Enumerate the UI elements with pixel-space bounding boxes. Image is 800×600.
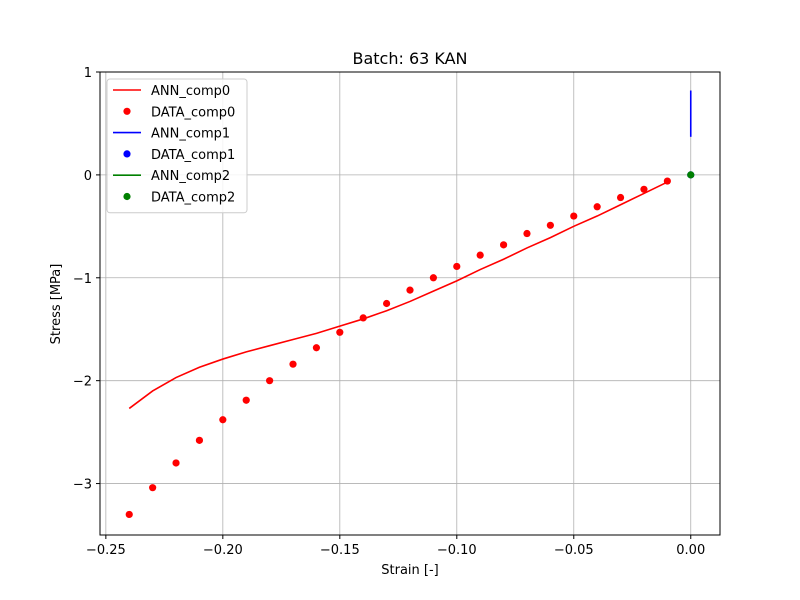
x-tick-label: 0.00 [676,543,705,558]
data-point-data-comp0 [663,177,671,185]
legend-swatch-data-comp0 [123,107,131,115]
legend-label-data-comp0: DATA_comp0 [151,105,235,120]
data-point-data-comp0 [429,274,437,282]
data-point-data-comp0 [593,203,601,211]
data-point-data-comp0 [219,416,227,424]
data-point-data-comp0 [149,484,157,492]
x-axis-label: Strain [-] [381,563,438,578]
y-axis-label: Stress [MPa] [49,264,64,345]
data-point-data-comp0 [289,360,297,368]
x-axis: −0.25 −0.20 −0.15 −0.10 −0.05 0.00 [86,535,705,558]
data-point-data-comp2 [687,171,695,179]
data-point-data-comp0 [172,459,180,467]
plot-series [125,90,695,519]
data-point-data-comp0 [266,377,274,385]
legend-label-data-comp1: DATA_comp1 [151,148,235,163]
y-tick-label: −3 [73,478,92,493]
data-point-data-comp0 [406,286,414,294]
data-point-data-comp0 [359,314,367,322]
legend-label-ann-comp2: ANN_comp2 [151,169,230,184]
legend: ANN_comp0 DATA_comp0 ANN_comp1 DATA_comp1 AN… [106,78,248,214]
data-point-data-comp0 [546,221,554,229]
data-point-data-comp0 [453,262,461,271]
x-tick-label: −0.20 [203,543,243,558]
y-tick-label: 1 [84,66,92,81]
data-point-data-comp0 [616,193,625,202]
x-tick-label: −0.10 [437,543,477,558]
data-point-data-comp0 [476,251,484,259]
y-tick-label: −2 [73,375,92,390]
y-tick-label: 0 [84,169,92,184]
plot-frame [99,71,721,536]
series-line-ann-comp0 [128,181,668,410]
data-point-data-comp0 [570,212,578,220]
y-tick-label: −1 [73,272,92,287]
legend-box [106,78,248,214]
legend-label-ann-comp1: ANN_comp1 [151,127,230,142]
data-point-data-comp0 [242,396,250,404]
data-point-data-comp0 [383,299,391,308]
data-point-data-comp0 [499,241,508,249]
legend-label-data-comp2: DATA_comp2 [151,191,235,206]
legend-swatch-data-comp2 [123,192,131,201]
data-point-data-comp0 [336,328,344,336]
x-tick-label: −0.15 [320,543,360,558]
chart-title: Batch: 63 KAN [352,49,467,68]
data-point-data-comp0 [523,229,531,238]
legend-swatch-data-comp1 [123,150,131,158]
legend-label-ann-comp0: ANN_comp0 [151,84,230,99]
y-axis: 1 0 −1 −2 −3 [73,66,100,493]
data-point-data-comp0 [640,185,648,193]
data-point-data-comp0 [125,510,133,519]
x-tick-label: −0.05 [554,543,594,558]
data-point-data-comp0 [312,344,321,352]
x-tick-label: −0.25 [86,543,126,558]
data-point-data-comp0 [195,436,204,444]
